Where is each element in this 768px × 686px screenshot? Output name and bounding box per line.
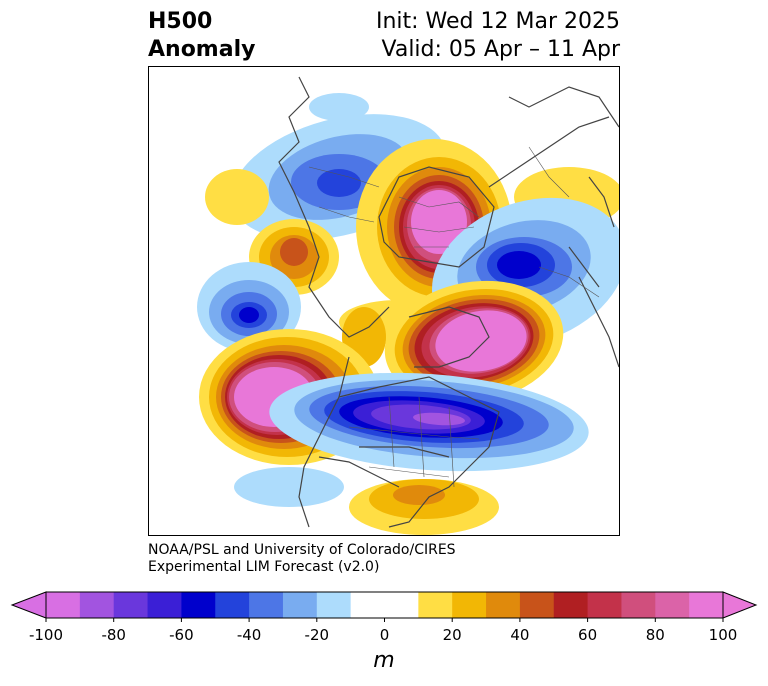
anomaly-negative-central-asia bbox=[197, 262, 301, 352]
anomaly-map-svg bbox=[197, 76, 619, 535]
borders bbox=[308, 146, 600, 488]
colorbar-segment bbox=[113, 592, 149, 618]
colorbar-segment bbox=[519, 592, 555, 618]
colorbar-segment bbox=[181, 592, 216, 618]
anomaly-map bbox=[148, 66, 620, 536]
credit-line-1: NOAA/PSL and University of Colorado/CIRE… bbox=[148, 542, 456, 558]
title-left: H500 Anomaly bbox=[148, 8, 255, 64]
colorbar-segment bbox=[418, 592, 453, 618]
colorbar-tick-label: 40 bbox=[510, 626, 530, 644]
colorbar-segment bbox=[587, 592, 622, 618]
colorbar-segment bbox=[384, 592, 419, 618]
colorbar bbox=[10, 591, 758, 622]
colorbar-segment bbox=[486, 592, 521, 618]
colorbar-tick-label: 0 bbox=[379, 626, 390, 644]
colorbar-tick-label: 80 bbox=[645, 626, 665, 644]
colorbar-segment bbox=[316, 592, 352, 618]
colorbar-segment bbox=[655, 592, 690, 618]
colorbar-tick-label: -40 bbox=[236, 626, 262, 644]
colorbar-tick-label: 60 bbox=[578, 626, 598, 644]
colorbar-segment bbox=[689, 592, 724, 618]
colorbar-segment bbox=[249, 592, 284, 618]
colorbar-segment bbox=[79, 592, 115, 618]
colorbar-tick-label: 20 bbox=[442, 626, 462, 644]
init-date: Init: Wed 12 Mar 2025 bbox=[375, 9, 620, 34]
colorbar-segment bbox=[553, 592, 589, 618]
credit: NOAA/PSL and University of Colorado/CIRE… bbox=[148, 542, 456, 576]
colorbar-segment bbox=[621, 592, 656, 618]
title-field-type: Anomaly bbox=[148, 37, 256, 62]
colorbar-segment bbox=[350, 592, 385, 618]
colorbar-unit: m bbox=[373, 648, 395, 673]
colorbar-tick-label: -80 bbox=[101, 626, 126, 644]
title-right: Init: Wed 12 Mar 2025 Valid: 05 Apr – 11… bbox=[376, 8, 620, 64]
colorbar-segment bbox=[46, 592, 81, 618]
colorbar-segment bbox=[452, 592, 487, 618]
colorbar-tick-label: -100 bbox=[28, 626, 64, 644]
colorbar-segment bbox=[282, 592, 318, 618]
colorbar-tick-labels: -100 -80 -60 -40 -20 0 20 40 60 80 100 bbox=[0, 626, 768, 646]
anomaly-positive-southeast-us bbox=[349, 479, 499, 535]
colorbar-tick-label: 100 bbox=[708, 626, 738, 644]
colorbar-segment bbox=[215, 592, 250, 618]
credit-line-2: Experimental LIM Forecast (v2.0) bbox=[148, 559, 380, 575]
colorbar-segment bbox=[147, 592, 182, 618]
valid-range: Valid: 05 Apr – 11 Apr bbox=[381, 37, 621, 62]
colorbar-tick-label: -60 bbox=[169, 626, 194, 644]
colorbar-tick-label: -20 bbox=[304, 626, 330, 644]
title-variable: H500 bbox=[148, 9, 213, 34]
coastlines bbox=[278, 76, 619, 528]
colorbar-underflow bbox=[10, 591, 47, 619]
colorbar-overflow bbox=[722, 591, 758, 619]
anomaly-negative-north-america bbox=[234, 372, 589, 507]
